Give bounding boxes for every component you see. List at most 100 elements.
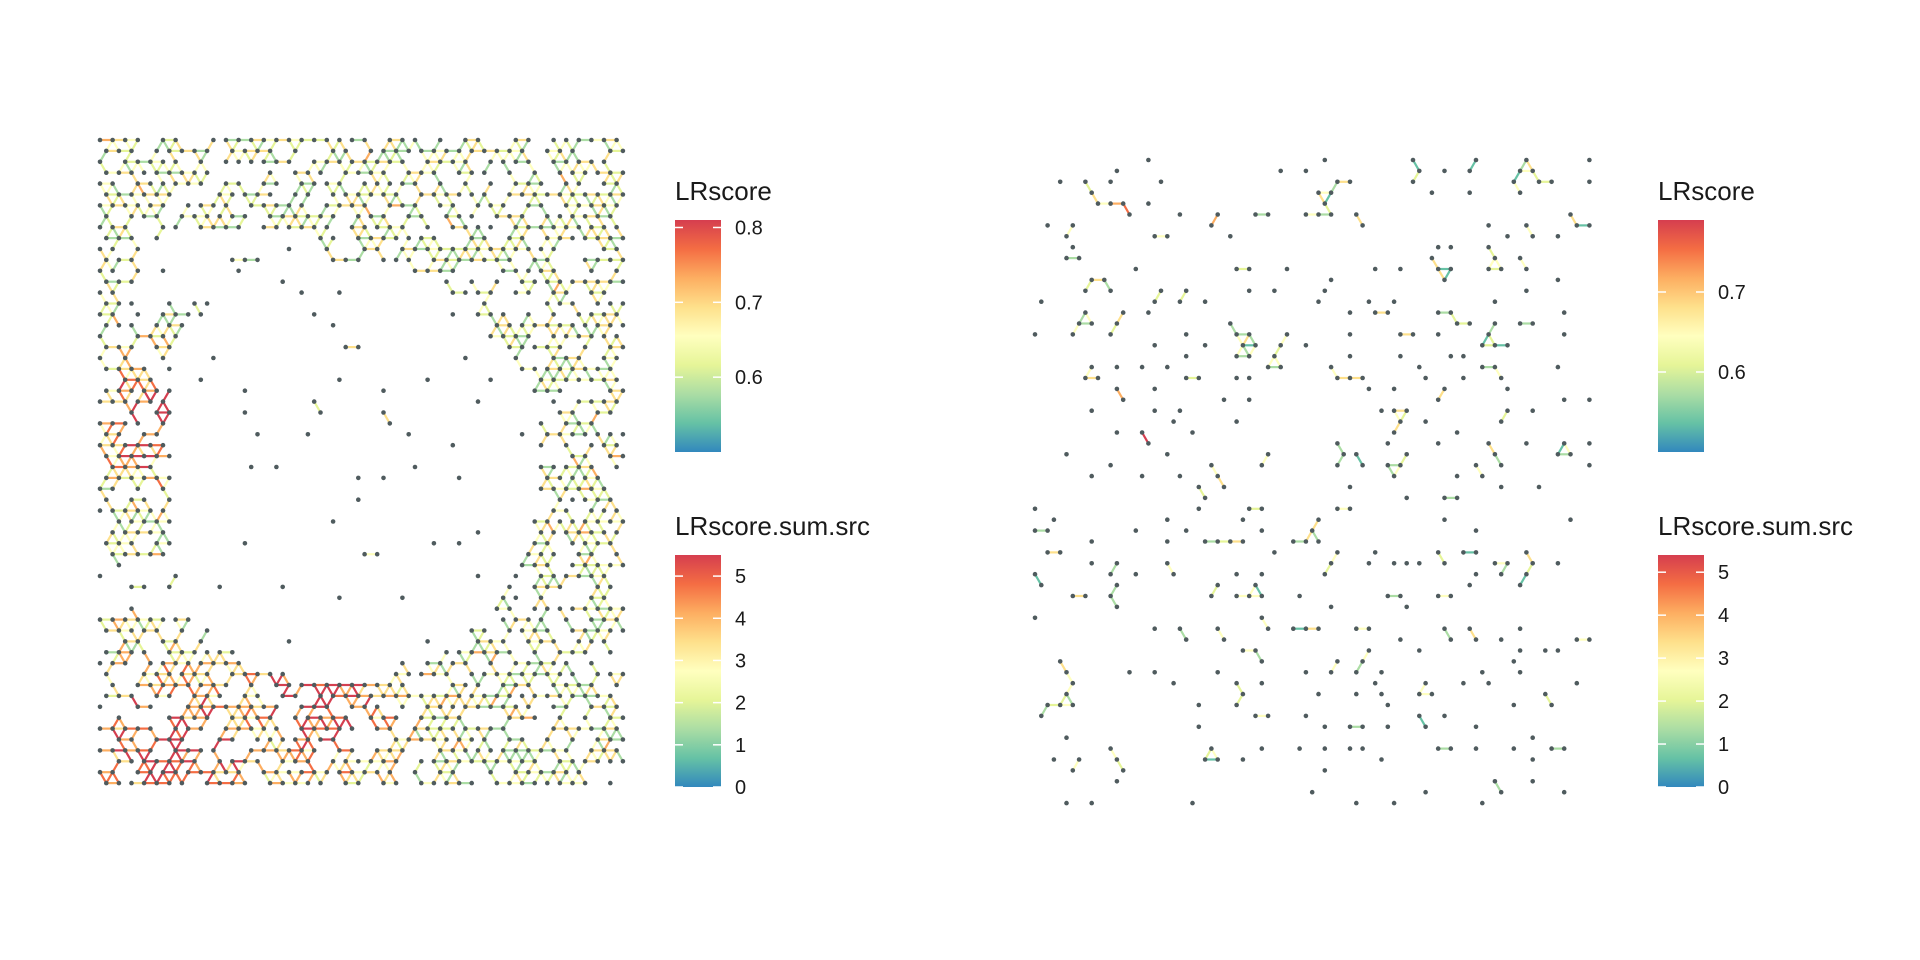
spot [507,257,512,263]
spot [1372,680,1378,686]
spot [318,410,323,415]
spot [330,257,336,263]
spot [595,671,600,677]
spot [160,617,166,622]
spot [248,203,254,208]
spot [148,508,153,513]
spot [97,333,103,339]
spot [110,551,115,557]
spot [557,148,563,154]
spot [1322,571,1328,577]
spot [1158,179,1164,185]
spot [595,759,600,764]
spot [141,366,147,372]
spot [160,137,166,143]
spot [601,530,607,535]
spot [1057,702,1063,708]
spot [293,214,298,219]
spot [425,159,430,165]
spot [311,159,317,165]
spot [1303,626,1309,631]
spot [330,693,336,699]
spot [482,148,487,154]
spot [217,214,222,219]
spot [230,192,235,197]
spot [305,780,311,786]
spot [116,235,122,241]
spot [608,693,613,699]
spot [1442,713,1447,719]
spot [469,257,475,263]
spot [135,486,141,492]
spot [1347,746,1353,751]
spot [437,159,443,165]
spot [1070,768,1076,773]
spot [356,235,361,241]
spot [381,388,386,394]
spot [1398,419,1403,424]
spot [122,377,128,383]
spot [545,301,550,306]
spot [444,257,449,263]
spot [488,660,493,666]
spot [450,312,456,317]
spot [1202,343,1208,348]
spot [248,159,254,165]
spot [1221,484,1227,490]
spot [1372,266,1378,272]
spot [110,660,115,666]
spot [293,170,298,175]
spot [482,650,487,655]
spot [475,312,481,317]
spot [1228,321,1233,326]
spot [129,759,134,764]
spot [437,769,443,775]
spot [545,235,550,241]
spot [154,432,159,437]
spot [1561,310,1567,315]
spot [223,203,229,208]
spot [1234,702,1239,708]
spot [1511,746,1517,751]
spot [406,257,412,263]
spot [400,203,405,208]
spot [532,192,537,197]
spot [494,279,500,285]
spot [576,464,582,470]
spot [1587,462,1592,468]
spot [595,737,600,742]
spot [1467,168,1472,174]
spot [1095,375,1101,381]
spot [576,769,582,775]
spot [122,726,128,731]
spot [393,671,399,677]
spot [601,312,607,317]
spot [362,181,367,186]
spot [1454,430,1460,435]
spot [538,748,544,753]
spot [595,584,600,590]
spot [1083,179,1088,185]
spot [1391,473,1397,479]
spot [431,148,437,154]
spot [463,660,468,666]
spot [1530,561,1535,566]
spot [204,214,210,219]
spot [469,671,475,677]
spot [1328,277,1334,283]
spot [450,290,456,295]
spot [248,704,254,710]
spot [1165,364,1170,370]
spot [1032,506,1038,512]
spot [97,312,103,317]
spot [1511,179,1517,185]
spot [1561,746,1567,751]
spot [185,660,191,666]
spot [469,170,475,175]
spot [1417,168,1422,174]
spot [1492,255,1498,261]
spot [167,170,172,175]
spot [267,715,273,720]
spot [374,551,380,557]
spot [431,715,437,720]
